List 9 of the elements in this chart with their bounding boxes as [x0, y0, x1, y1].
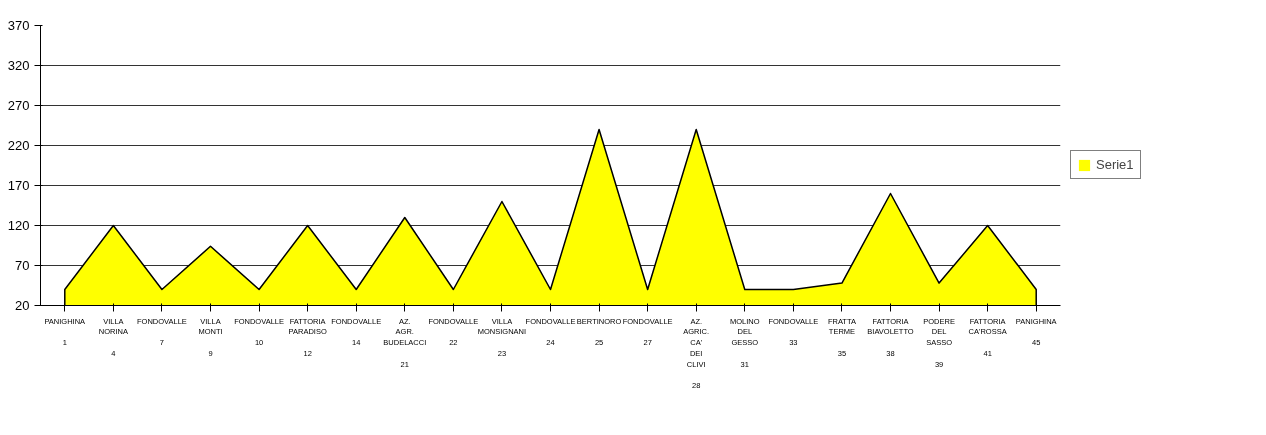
y-tick-label: 70 [15, 258, 30, 273]
y-tick-label: 220 [7, 138, 30, 153]
y-tick-label: 20 [15, 298, 30, 313]
y-tick-label: 320 [7, 58, 30, 73]
y-tick-label: 270 [7, 98, 30, 113]
y-tick-label: 170 [7, 178, 30, 193]
y-tick-label: 370 [7, 18, 30, 33]
legend-label: Serie1 [1096, 157, 1134, 172]
y-tick-label: 120 [7, 218, 30, 233]
